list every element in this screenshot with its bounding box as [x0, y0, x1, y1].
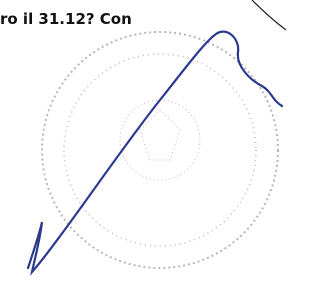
document-text: ro il 31.12? Con: [0, 10, 132, 28]
page: ro il 31.12? Con (() => { const data = J…: [0, 0, 286, 282]
paper: [0, 0, 286, 282]
document-fragment: ro il 31.12? Con: [0, 0, 286, 282]
